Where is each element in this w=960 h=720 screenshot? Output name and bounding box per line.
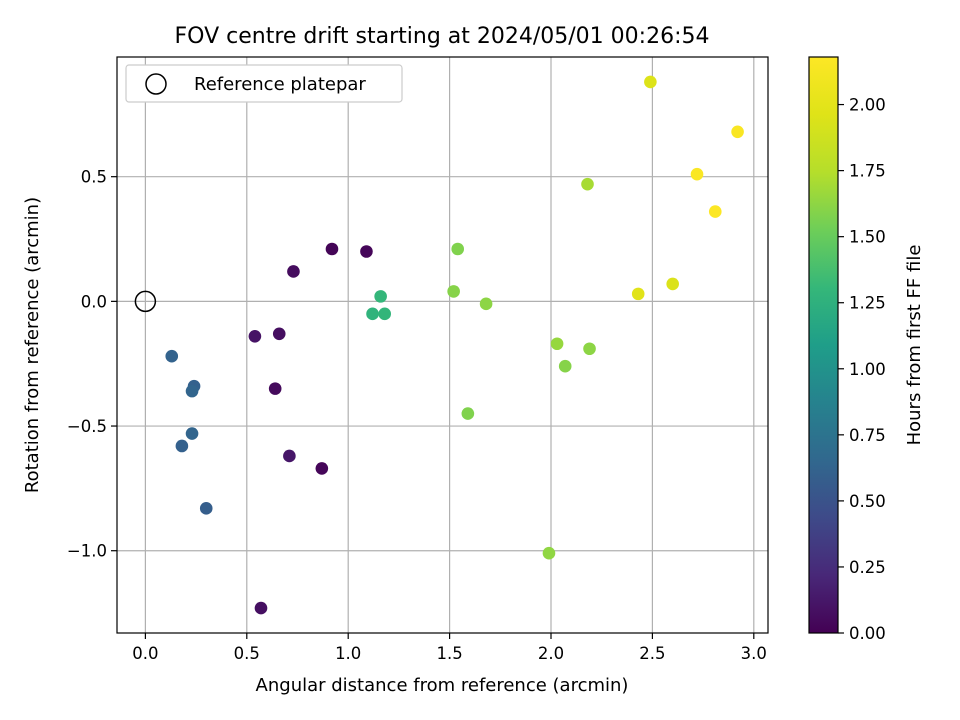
scatter-point bbox=[360, 245, 373, 258]
scatter-point bbox=[447, 285, 460, 298]
scatter-point bbox=[248, 329, 262, 343]
colorbar-tick-label: 1.00 bbox=[849, 360, 886, 379]
legend-box bbox=[125, 64, 403, 103]
scatter-point bbox=[325, 242, 339, 256]
colorbar-tick-label: 1.50 bbox=[849, 228, 886, 247]
scatter-point bbox=[690, 167, 704, 181]
x-axis-label: Angular distance from reference (arcmin) bbox=[256, 675, 629, 696]
scatter-point bbox=[272, 327, 286, 341]
scatter-point bbox=[378, 307, 392, 321]
scatter-point bbox=[583, 342, 596, 356]
scatter-point bbox=[185, 427, 199, 440]
scatter-point bbox=[451, 242, 465, 256]
scatter-point bbox=[175, 439, 189, 453]
scatter-point bbox=[199, 502, 213, 515]
scatter-point bbox=[542, 546, 556, 560]
colorbar-label: Hours from first FF file bbox=[904, 245, 925, 446]
x-tick-label: 1.5 bbox=[436, 644, 462, 663]
x-tick-label: 2.0 bbox=[538, 644, 564, 663]
legend-marker-open-circle bbox=[145, 73, 167, 95]
y-axis-ticks: −1.0 −0.5 0.0 0.5 bbox=[67, 168, 117, 561]
x-tick-label: 0.5 bbox=[234, 644, 260, 663]
scatter-point bbox=[268, 382, 282, 395]
x-tick-label: 0.0 bbox=[132, 644, 158, 663]
y-tick-label: 0.0 bbox=[81, 292, 107, 311]
y-axis-label: Rotation from reference (arcmin) bbox=[22, 197, 43, 493]
scatter-point bbox=[366, 307, 379, 321]
scatter-point bbox=[461, 407, 475, 420]
scatter-point bbox=[283, 449, 296, 463]
reference-point-marker bbox=[134, 290, 157, 313]
legend: Reference platepar bbox=[125, 64, 403, 103]
y-tick-label: −0.5 bbox=[67, 417, 107, 436]
y-tick-label: 0.5 bbox=[81, 168, 107, 187]
scatter-point bbox=[631, 287, 645, 301]
colorbar-tick-label: 0.75 bbox=[849, 426, 886, 445]
scatter-point bbox=[666, 277, 679, 291]
y-tick-label: −1.0 bbox=[67, 542, 107, 561]
colorbar: 0.00 0.25 0.50 0.75 1.00 1.25 1.50 1.75 2.00 Hou… bbox=[808, 56, 925, 643]
scatter-point bbox=[254, 601, 268, 615]
colorbar-tick-label: 0.50 bbox=[849, 492, 886, 511]
colorbar-tick-label: 1.75 bbox=[849, 162, 886, 181]
x-axis-ticks: 0.0 0.5 1.0 1.5 2.0 2.5 3.0 bbox=[132, 633, 767, 663]
reference-layer bbox=[134, 290, 157, 313]
scatter-point bbox=[581, 177, 594, 191]
colorbar-gradient bbox=[808, 56, 839, 634]
scatter-point bbox=[165, 349, 179, 363]
grid bbox=[117, 57, 768, 633]
scatter-point bbox=[731, 125, 744, 139]
x-tick-label: 2.5 bbox=[639, 644, 665, 663]
plot-frame bbox=[116, 56, 769, 634]
x-tick-label: 3.0 bbox=[741, 644, 767, 663]
colorbar-tick-label: 0.25 bbox=[849, 558, 886, 577]
colorbar-tick-label: 0.00 bbox=[849, 624, 886, 643]
legend-entry-reference-platepar: Reference platepar bbox=[194, 74, 366, 95]
scatter-point bbox=[374, 290, 387, 303]
x-tick-label: 1.0 bbox=[335, 644, 361, 663]
scatter-point bbox=[479, 297, 493, 311]
scatter-point bbox=[315, 462, 329, 475]
colorbar-tick-label: 1.25 bbox=[849, 294, 886, 313]
colorbar-ticks: 0.00 0.25 0.50 0.75 1.00 1.25 1.50 1.75 2.00 bbox=[838, 96, 886, 643]
scatter-point bbox=[287, 265, 300, 278]
scatter-point bbox=[558, 359, 572, 373]
colorbar-tick-label: 2.00 bbox=[849, 96, 886, 115]
chart-title: FOV centre drift starting at 2024/05/01 … bbox=[175, 24, 710, 49]
data-points bbox=[165, 75, 744, 615]
scatter-point bbox=[185, 384, 199, 398]
scatter-point bbox=[550, 337, 564, 351]
scatter-point bbox=[708, 205, 722, 218]
scatter-point bbox=[644, 75, 657, 89]
